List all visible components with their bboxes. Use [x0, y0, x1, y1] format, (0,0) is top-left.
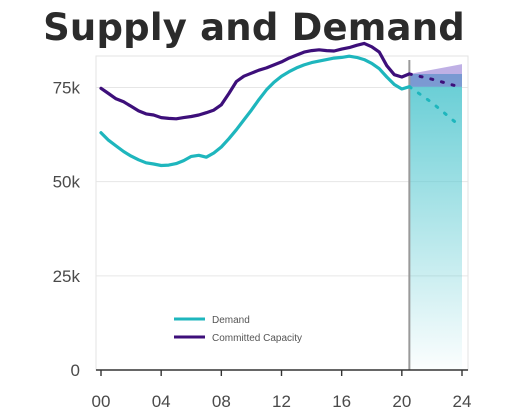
x-tick-label: 00 — [92, 392, 111, 411]
x-tick-label: 24 — [453, 392, 472, 411]
y-tick-label: 25k — [53, 267, 81, 286]
legend: Demand Committed Capacity — [174, 315, 302, 344]
chart-title: Supply and Demand — [43, 6, 465, 49]
x-tick-label: 08 — [212, 392, 231, 411]
axes — [96, 369, 468, 376]
x-tick-label: 12 — [272, 392, 291, 411]
y-tick-label: 75k — [53, 79, 81, 98]
x-tick-label: 16 — [332, 392, 351, 411]
y-tick-label: 50k — [53, 173, 81, 192]
tick-labels: 0 25k 50k 75k 00 04 08 12 16 20 24 — [53, 79, 472, 412]
series-lines — [99, 41, 461, 168]
capacity-forecast-line — [407, 72, 461, 89]
committed-capacity-line — [99, 41, 411, 121]
demand-line — [99, 54, 411, 168]
forecast-demand-fill — [409, 73, 462, 370]
x-tick-label: 20 — [392, 392, 411, 411]
legend-label-capacity: Committed Capacity — [212, 333, 302, 344]
y-tick-label: 0 — [71, 361, 80, 380]
forecast-area — [408, 60, 462, 370]
x-tick-label: 04 — [152, 392, 171, 411]
forecast-capacity-band — [409, 64, 462, 87]
legend-label-demand: Demand — [212, 315, 250, 326]
